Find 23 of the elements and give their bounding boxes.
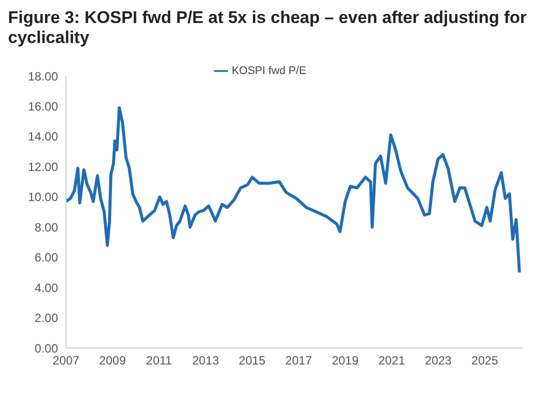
- y-tick-label: 14.00: [28, 130, 58, 144]
- line-series: [66, 106, 521, 274]
- x-tick-label: 2011: [146, 354, 172, 368]
- y-tick-label: 6.00: [34, 250, 58, 265]
- y-tick-label: 8.00: [34, 220, 58, 234]
- x-tick-label: 2023: [424, 354, 452, 368]
- x-tick-label: 2019: [332, 354, 359, 368]
- x-tick-label: 2025: [471, 354, 498, 368]
- x-tick-label: 2007: [52, 354, 80, 368]
- x-tick-label: 2013: [192, 354, 220, 368]
- x-tick-label: 2021: [378, 354, 406, 368]
- x-tick-label: 2015: [238, 354, 266, 368]
- y-tick-label: 0.00: [34, 341, 58, 356]
- y-tick-label: 10.00: [28, 190, 58, 204]
- x-tick-label: 2017: [285, 354, 312, 368]
- chart-title: Figure 3: KOSPI fwd P/E at 5x is cheap – even after adjusting for cyclicality: [8, 8, 528, 48]
- y-tick-label: 18.00: [28, 69, 58, 84]
- legend-label: KOSPI fwd P/E: [232, 64, 306, 77]
- y-tick-label: 16.00: [28, 99, 58, 114]
- y-tick-label: 4.00: [34, 280, 58, 295]
- x-tick-label: 2009: [99, 354, 126, 368]
- y-tick-label: 2.00: [34, 311, 58, 326]
- y-tick-label: 12.00: [28, 160, 58, 174]
